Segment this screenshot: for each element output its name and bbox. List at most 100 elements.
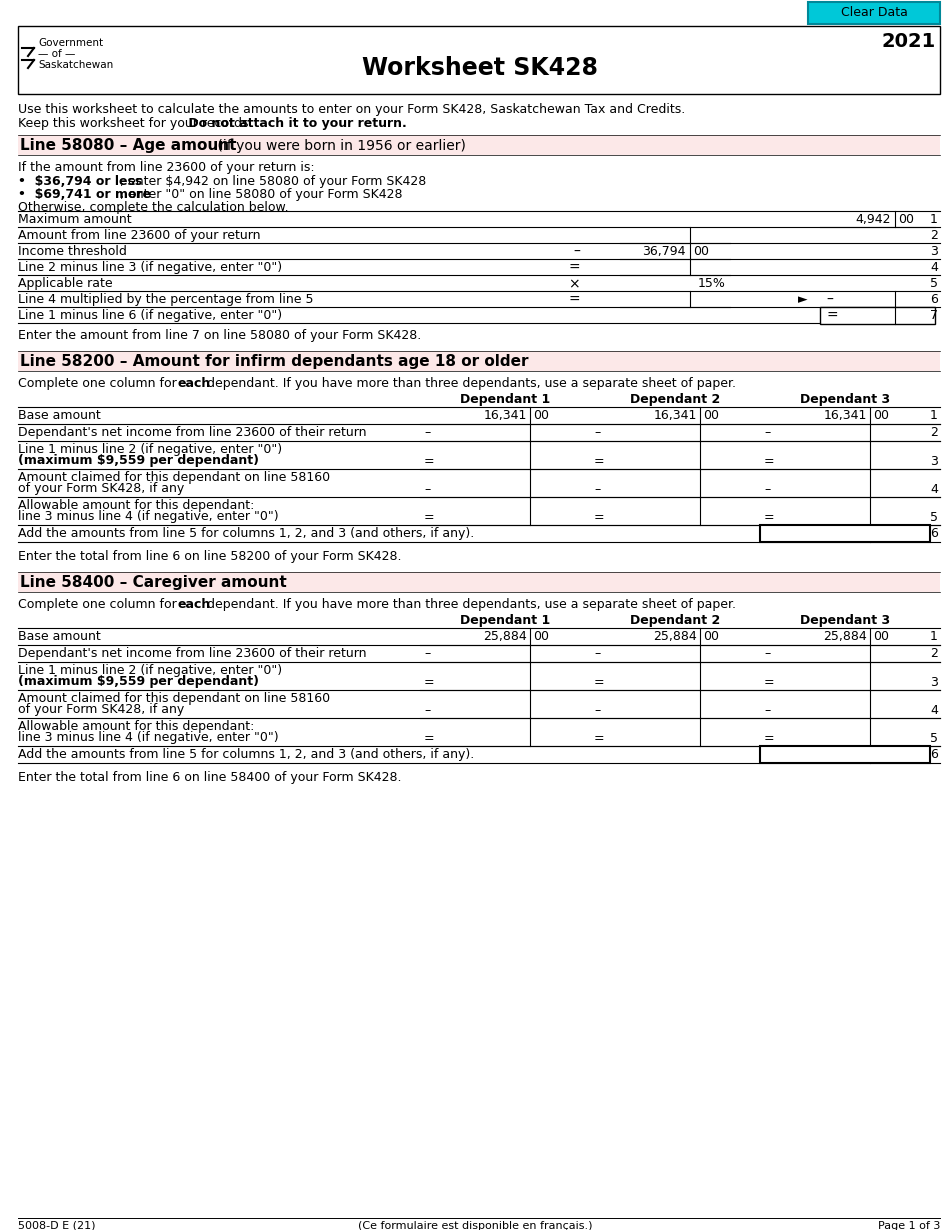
Text: 2: 2 [930,229,938,242]
Text: Base amount: Base amount [18,410,101,422]
Text: 5: 5 [930,732,938,745]
Text: Maximum amount: Maximum amount [18,213,132,226]
Text: 00: 00 [533,630,549,643]
Text: =: = [764,676,774,689]
Bar [820,308,935,323]
Text: –: – [594,647,600,661]
Text: 1: 1 [930,630,938,643]
Text: Dependant 2: Dependant 2 [630,394,720,406]
Text: 4: 4 [930,483,938,496]
Text: –: – [764,647,770,661]
Text: =: = [424,676,434,689]
Text: 7: 7 [930,309,938,322]
Text: Dependant 1: Dependant 1 [460,394,550,406]
Text: 5: 5 [930,510,938,524]
Text: Allowable amount for this dependant:: Allowable amount for this dependant: [18,499,255,512]
Bar [18,572,940,592]
Text: Dependant's net income from line 23600 of their return: Dependant's net income from line 23600 o… [18,426,367,439]
Text: =: = [764,510,774,524]
Text: Keep this worksheet for your records.: Keep this worksheet for your records. [18,117,253,130]
Text: –: – [424,426,430,439]
Text: Line 58200 – Amount for infirm dependants age 18 or older: Line 58200 – Amount for infirm dependant… [20,354,528,369]
Text: –: – [764,426,770,439]
Text: 36,794: 36,794 [642,245,686,258]
Text: –: – [424,647,430,661]
Text: 3: 3 [930,676,938,689]
Bar [760,747,930,763]
Text: dependant. If you have more than three dependants, use a separate sheet of paper: dependant. If you have more than three d… [203,598,736,611]
Text: =: = [424,732,434,745]
Text: ×: × [568,277,580,292]
Text: Government: Government [38,38,104,48]
Text: 25,884: 25,884 [654,630,697,643]
Text: =: = [594,732,604,745]
Text: , enter "0" on line 58080 of your Form SK428: , enter "0" on line 58080 of your Form S… [120,188,403,200]
Text: 4: 4 [930,261,938,274]
Text: –: – [826,293,833,308]
Text: — of —: — of — [38,49,75,59]
Text: Dependant 2: Dependant 2 [630,614,720,627]
Text: –: – [764,704,770,717]
Text: 00: 00 [898,213,914,226]
Text: Use this worksheet to calculate the amounts to enter on your Form SK428, Saskatc: Use this worksheet to calculate the amou… [18,103,685,116]
Text: of your Form SK428, if any: of your Form SK428, if any [18,482,184,494]
Text: 16,341: 16,341 [484,410,527,422]
Text: (Ce formulaire est disponible en français.): (Ce formulaire est disponible en françai… [358,1221,592,1230]
Text: –: – [573,245,580,260]
Text: –: – [594,483,600,496]
Text: Do not attach it to your return.: Do not attach it to your return. [184,117,407,130]
Text: •  $69,741 or more: • $69,741 or more [18,188,151,200]
Text: =: = [568,261,580,276]
Text: 00: 00 [703,630,719,643]
Text: (maximum $9,559 per dependant): (maximum $9,559 per dependant) [18,454,259,467]
Bar [18,351,940,371]
Text: 16,341: 16,341 [654,410,697,422]
Text: 1: 1 [930,213,938,226]
Bar [18,26,940,93]
Text: 1: 1 [930,410,938,422]
Text: =: = [424,510,434,524]
Bar [808,2,940,25]
Text: each: each [178,598,211,611]
Text: Enter the amount from line 7 on line 58080 of your Form SK428.: Enter the amount from line 7 on line 580… [18,328,421,342]
Text: Applicable rate: Applicable rate [18,277,113,290]
Text: Line 58400 – Caregiver amount: Line 58400 – Caregiver amount [20,574,287,590]
Text: 4,942: 4,942 [856,213,891,226]
Text: 25,884: 25,884 [824,630,867,643]
Text: –: – [424,483,430,496]
Text: Amount claimed for this dependant on line 58160: Amount claimed for this dependant on lin… [18,692,331,705]
Text: 3: 3 [930,455,938,467]
Text: Amount claimed for this dependant on line 58160: Amount claimed for this dependant on lin… [18,471,331,483]
Text: (if you were born in 1956 or earlier): (if you were born in 1956 or earlier) [213,139,466,153]
Text: 16,341: 16,341 [824,410,867,422]
Text: –: – [594,704,600,717]
Text: 15%: 15% [698,277,726,290]
Text: 00: 00 [533,410,549,422]
Text: 6: 6 [930,748,938,761]
Text: If the amount from line 23600 of your return is:: If the amount from line 23600 of your re… [18,161,314,173]
Text: =: = [594,455,604,467]
Text: Income threshold: Income threshold [18,245,127,258]
Text: Line 2 minus line 3 (if negative, enter "0"): Line 2 minus line 3 (if negative, enter … [18,261,282,274]
Text: 6: 6 [930,293,938,306]
Text: (maximum $9,559 per dependant): (maximum $9,559 per dependant) [18,675,259,688]
Text: Base amount: Base amount [18,630,101,643]
Text: =: = [764,732,774,745]
Text: 5: 5 [930,277,938,290]
Bar [18,135,940,155]
Text: line 3 minus line 4 (if negative, enter "0"): line 3 minus line 4 (if negative, enter … [18,510,278,523]
Text: Allowable amount for this dependant:: Allowable amount for this dependant: [18,720,255,733]
Text: 25,884: 25,884 [484,630,527,643]
Text: Complete one column for: Complete one column for [18,378,181,390]
Text: Line 1 minus line 2 (if negative, enter "0"): Line 1 minus line 2 (if negative, enter … [18,664,282,676]
Text: of your Form SK428, if any: of your Form SK428, if any [18,704,184,716]
Text: 5008-D E (21): 5008-D E (21) [18,1221,96,1230]
Text: 00: 00 [703,410,719,422]
Text: Add the amounts from line 5 for columns 1, 2, and 3 (and others, if any).: Add the amounts from line 5 for columns … [18,526,474,540]
Text: 00: 00 [873,410,889,422]
Text: Page 1 of 3: Page 1 of 3 [878,1221,940,1230]
Text: Amount from line 23600 of your return: Amount from line 23600 of your return [18,229,260,242]
Text: dependant. If you have more than three dependants, use a separate sheet of paper: dependant. If you have more than three d… [203,378,736,390]
Text: 2: 2 [930,647,938,661]
Text: Enter the total from line 6 on line 58400 of your Form SK428.: Enter the total from line 6 on line 5840… [18,771,402,784]
